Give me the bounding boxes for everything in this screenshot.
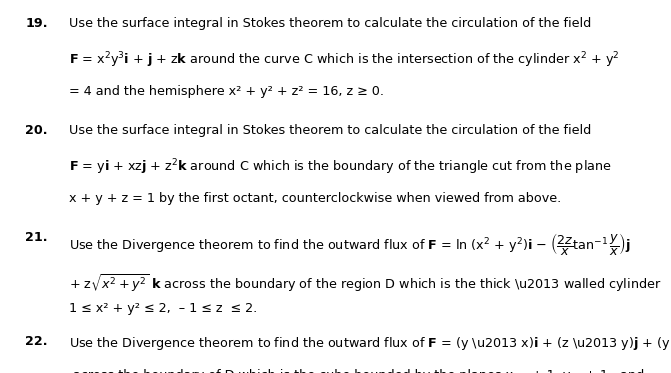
Text: 1 ≤ x² + y² ≤ 2,  – 1 ≤ z  ≤ 2.: 1 ≤ x² + y² ≤ 2, – 1 ≤ z ≤ 2.: [69, 302, 258, 315]
Text: Use the Divergence theorem to find the outward flux of $\mathbf{F}$ = ln (x$^2$ : Use the Divergence theorem to find the o…: [69, 231, 631, 257]
Text: 19.: 19.: [25, 16, 48, 29]
Text: $\mathbf{F}$ = x$^2$y$^3$$\mathbf{i}$ + $\mathbf{j}$ + z$\mathbf{k}$ around the : $\mathbf{F}$ = x$^2$y$^3$$\mathbf{i}$ + …: [69, 50, 620, 70]
Text: 21.: 21.: [25, 231, 48, 244]
Text: across the boundary of D which is the cube bounded by the planes x = ± 1, y =± 1: across the boundary of D which is the cu…: [69, 369, 644, 373]
Text: x + y + z = 1 by the first octant, counterclockwise when viewed from above.: x + y + z = 1 by the first octant, count…: [69, 192, 562, 205]
Text: Use the surface integral in Stokes theorem to calculate the circulation of the f: Use the surface integral in Stokes theor…: [69, 16, 591, 29]
Text: Use the Divergence theorem to find the outward flux of $\mathbf{F}$ = (y \u2013 : Use the Divergence theorem to find the o…: [69, 335, 671, 351]
Text: $\mathbf{F}$ = y$\mathbf{i}$ + xz$\mathbf{j}$ + z$^2$$\mathbf{k}$ around C which: $\mathbf{F}$ = y$\mathbf{i}$ + xz$\mathb…: [69, 158, 612, 177]
Text: = 4 and the hemisphere x² + y² + z² = 16, z ≥ 0.: = 4 and the hemisphere x² + y² + z² = 16…: [69, 85, 384, 97]
Text: 20.: 20.: [25, 123, 48, 137]
Text: + z$\sqrt{x^2 +y^2}$ $\mathbf{k}$ across the boundary of the region D which is t: + z$\sqrt{x^2 +y^2}$ $\mathbf{k}$ across…: [69, 272, 662, 295]
Text: Use the surface integral in Stokes theorem to calculate the circulation of the f: Use the surface integral in Stokes theor…: [69, 123, 591, 137]
Text: 22.: 22.: [25, 335, 48, 348]
